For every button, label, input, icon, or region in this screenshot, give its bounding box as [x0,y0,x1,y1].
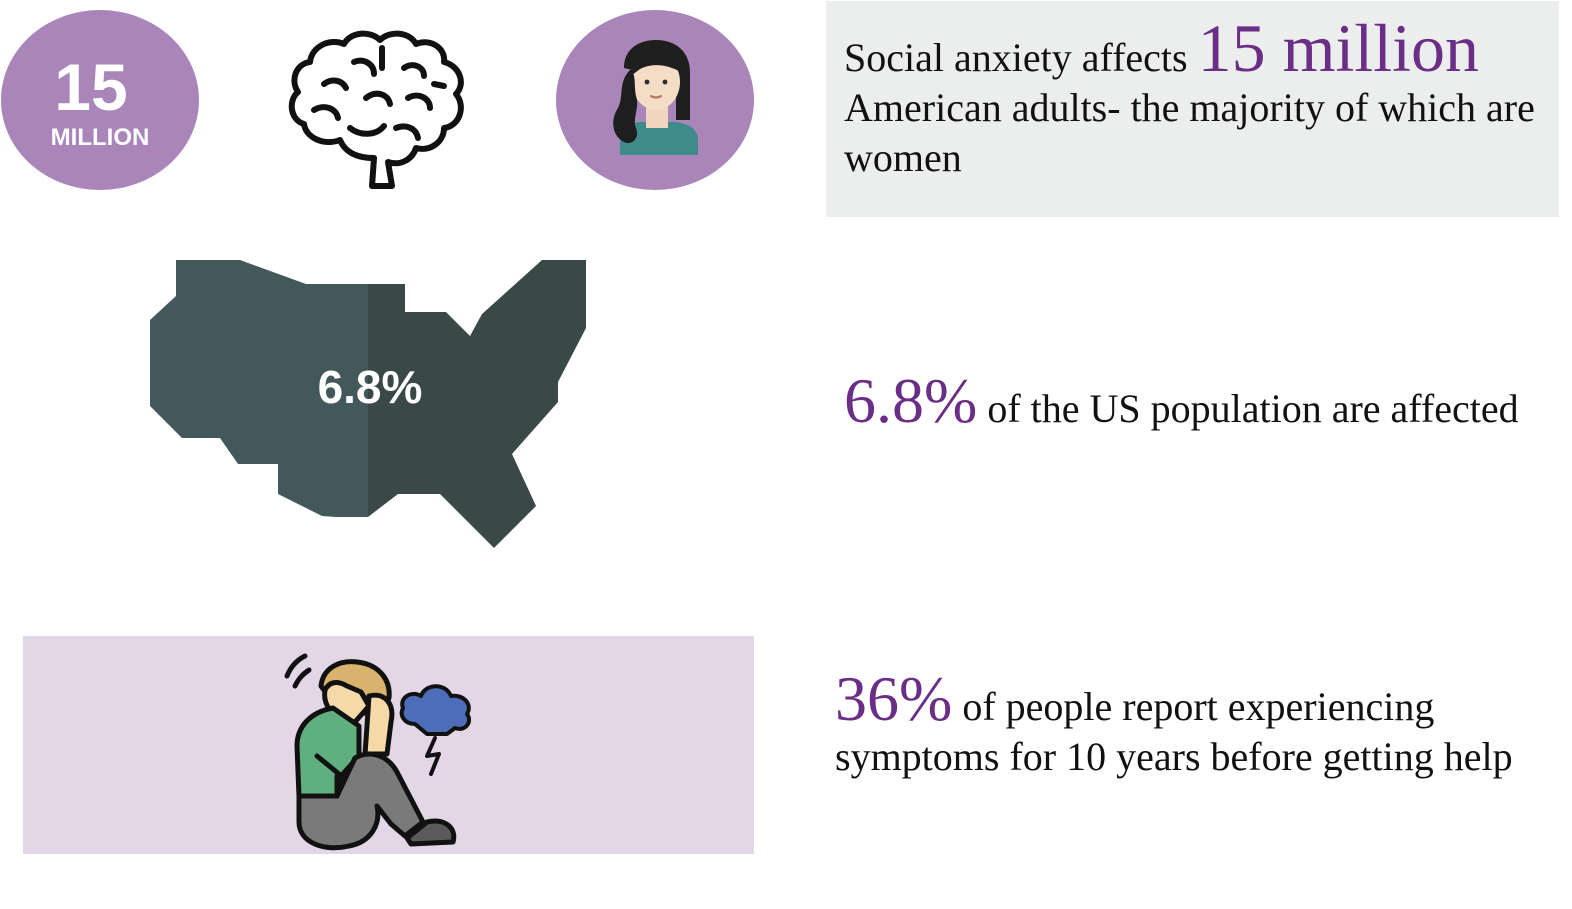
fact-15-million-text: Social anxiety affects 15 million Americ… [844,14,1559,183]
fact-15-million-suffix: American adults- the majority of which a… [844,85,1535,180]
fact-36-percent-text: 36% of people report experiencing sympto… [835,667,1555,782]
us-map-icon: 6.8% [148,258,590,550]
fact-36-percent-highlight: 36% [835,663,953,734]
brain-icon [284,28,474,193]
fact-15-million-highlight: 15 million [1197,10,1480,86]
fact-36-percent-suffix: of people report experiencing symptoms f… [835,684,1513,779]
map-percentage-label: 6.8% [318,361,423,413]
stat-circle-15-million: 15 MILLION [1,10,199,190]
storm-cloud-icon [399,684,472,776]
fact-6-8-percent-highlight: 6.8% [844,365,978,436]
distressed-person-icon [277,646,487,851]
woman-avatar-circle [556,10,754,190]
fact-card-15-million: Social anxiety affects 15 million Americ… [826,1,1559,217]
woman-avatar-icon [613,40,698,155]
distress-panel [23,636,754,854]
fact-15-million-prefix: Social anxiety affects [844,35,1198,80]
fact-6-8-percent-text: 6.8% of the US population are affected [844,369,1544,434]
fact-6-8-percent-suffix: of the US population are affected [977,386,1519,431]
stat-unit: MILLION [50,124,150,151]
stat-number: 15 [54,50,128,124]
